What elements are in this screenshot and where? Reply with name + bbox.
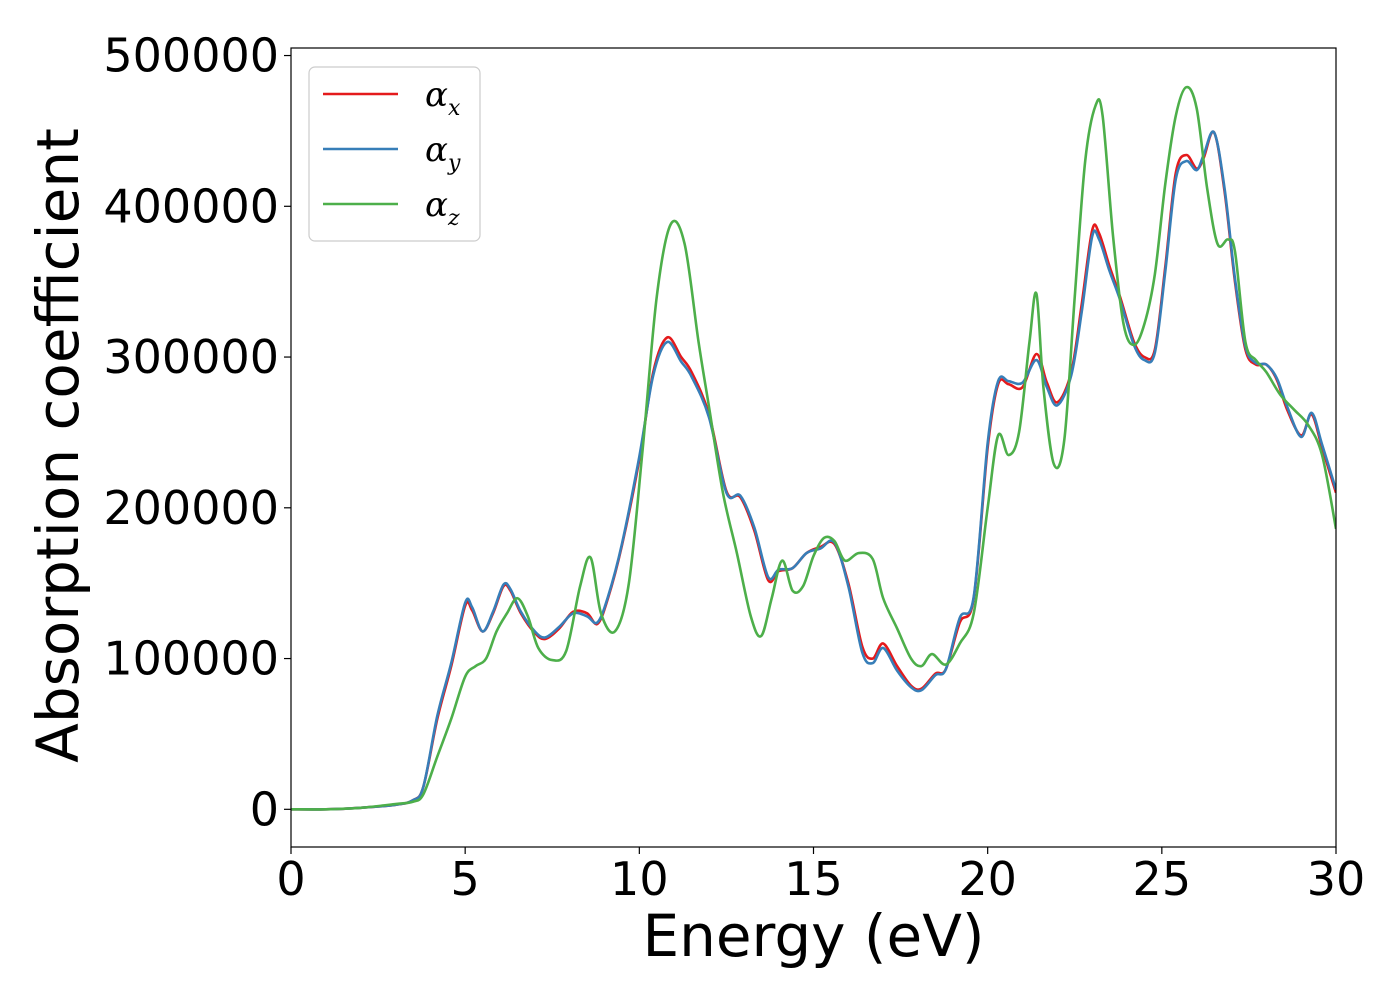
x-tick-label: 10 (610, 852, 669, 906)
y-tick-label: 200000 (103, 481, 279, 535)
x-axis-title: Energy (eV) (642, 902, 984, 970)
y-tick-label: 500000 (103, 29, 279, 83)
y-axis-title: Absorption coefficient (24, 128, 92, 763)
series-line-z (291, 85, 1336, 811)
legend-label-x: αx (425, 75, 461, 121)
legend-subscript: x (448, 96, 461, 121)
legend-symbol: α (425, 75, 448, 115)
y-tick-label: 300000 (103, 330, 279, 384)
legend-subscript: z (447, 206, 460, 231)
x-tick-label: 15 (784, 852, 843, 906)
legend-subscript: y (447, 151, 461, 176)
legend-box (308, 66, 481, 242)
legend-symbol: α (425, 185, 448, 225)
x-tick-label: 20 (958, 852, 1017, 906)
y-tick-label: 100000 (103, 632, 279, 686)
x-tick-label: 30 (1307, 852, 1366, 906)
x-axis-ticks: 0 5 10 15 20 25 30 (276, 847, 1365, 906)
legend-label-z: αz (425, 185, 460, 231)
legend-symbol: α (425, 130, 448, 170)
y-tick-label: 0 (250, 782, 279, 836)
y-tick-label: 400000 (103, 179, 279, 233)
y-axis-ticks: 0 100000 200000 300000 400000 500000 (103, 29, 291, 836)
series-lines (291, 85, 1336, 811)
x-tick-label: 25 (1133, 852, 1192, 906)
series-line-y (291, 130, 1336, 811)
x-tick-label: 5 (451, 852, 480, 906)
x-tick-label: 0 (276, 852, 305, 906)
legend-label-y: αy (425, 130, 461, 176)
